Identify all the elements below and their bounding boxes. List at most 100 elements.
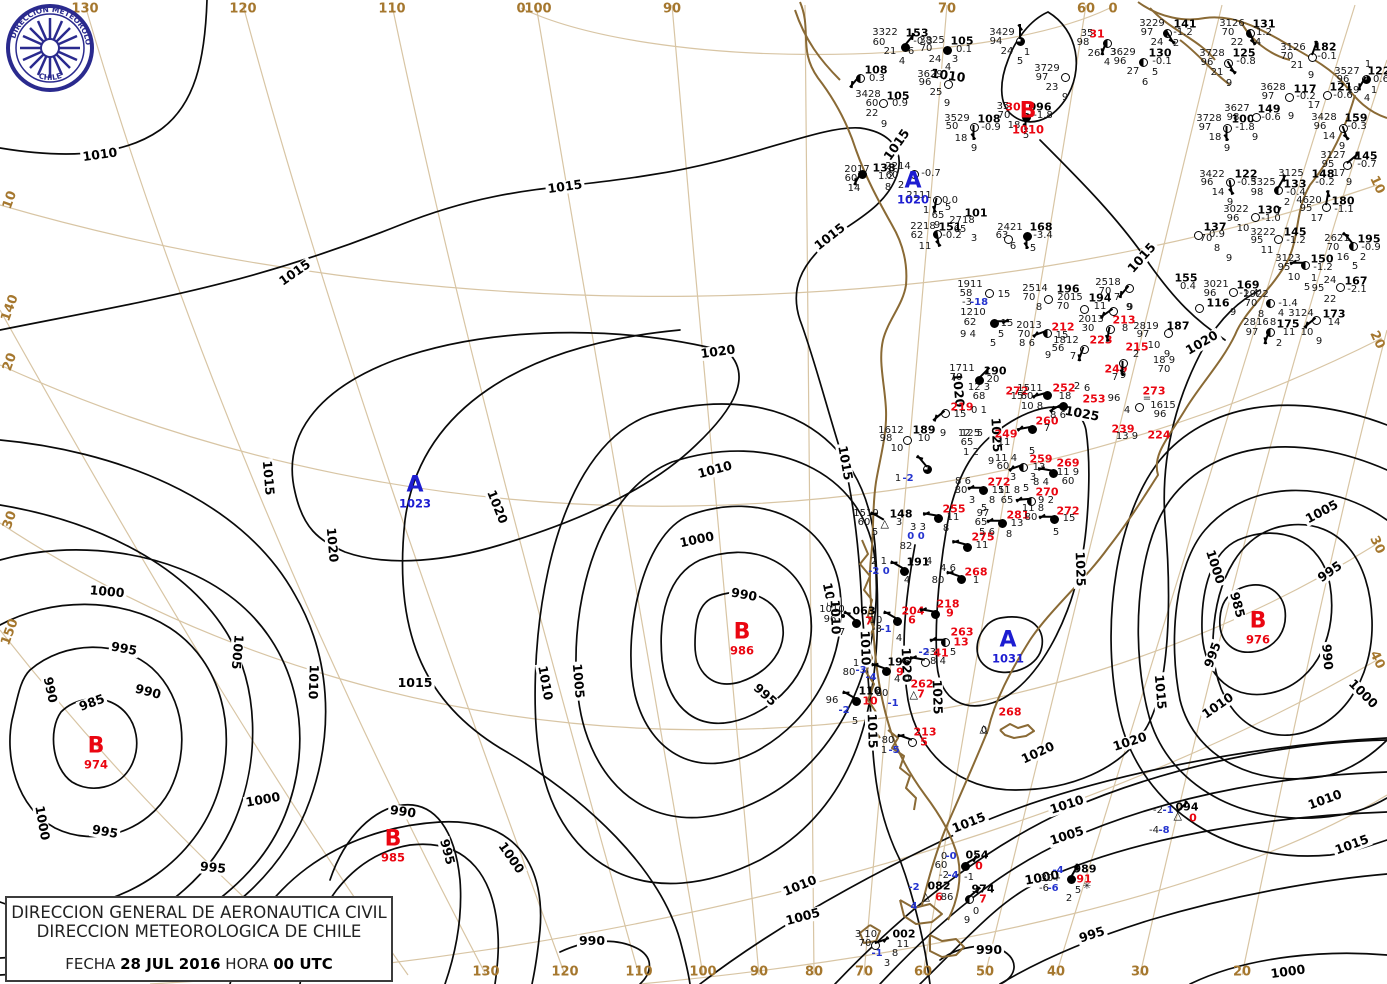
station-symbol-f [987,518,1007,528]
station-text: 22 [1323,294,1337,305]
station-text: 7 [1069,351,1077,362]
station-pressure: 173 [1322,307,1346,321]
station-text: -0.9 [1361,242,1381,253]
station-text: 6 [1083,383,1091,394]
station-pressure: 159 [1344,111,1368,125]
station-pressure: 105 [886,89,910,103]
station-text: 70 [949,372,963,383]
station-code-red: 212 [1051,320,1075,334]
station-text: 1210 [960,307,986,318]
station-text: 4 [944,62,952,73]
edge-label-bottom: 80 [804,964,824,980]
station-symbol-t: △ [870,511,890,529]
station-pressure: 974 [971,882,995,896]
station-text: 96 [1200,177,1214,188]
station-symbol-f [1066,863,1080,884]
station-text: 23 [1045,82,1059,93]
station-text: 3 [1109,47,1117,58]
station-symbol-o [1079,304,1089,314]
station-text: 9 [1126,302,1134,313]
station-symbol-f [946,571,966,584]
station-temp-blue: -4 [865,672,877,683]
station-text: -0.6 [1333,90,1353,101]
station-text: 0 [972,906,980,917]
station-text: 21 [1290,60,1304,71]
station-text: 0.0 [942,195,958,206]
station-text: 1 [972,575,980,586]
station-code-red: 7 [917,687,925,701]
station-text: 5 6 [979,527,995,538]
station-text: 2421 [997,222,1023,233]
station-text: 10 [917,433,931,444]
station-pressure: 182 [1313,40,1337,54]
station-text: 62 [910,230,924,241]
station-text: 11 8 [997,485,1021,496]
station-symbol-o [1250,212,1260,222]
station-pressure: 105 [950,34,974,48]
station-code-red: 215 [1125,340,1149,354]
pressure-center-value: 1023 [398,496,432,511]
station-code-red: 218 [936,597,960,611]
station-text: 3022 [1223,204,1249,215]
station-text: ✳ [1082,881,1092,892]
station-text: 2 [897,180,905,191]
edge-label-bottom: 50 [975,964,995,980]
station-text: 3629 [917,69,943,80]
station-text: -0.2 [1296,91,1316,102]
station-symbol-q [1021,112,1031,130]
station-text: 1510 [853,508,879,519]
station-text: 14 [1327,317,1341,328]
station-symbol-o [1335,282,1345,292]
station-text: 7 [1111,372,1119,383]
dmc-logo: DIRECCION METEOROLOGICA CHILE [4,2,94,92]
station-text: 0.3 [869,73,885,84]
edge-label-top: 90 [662,1,682,17]
pressure-center-value: 1020 [896,192,930,207]
station-text: 2 [1073,381,1081,392]
station-pressure: 096 [1028,100,1052,114]
station-symbol-o [984,288,994,298]
station-text: 9 [963,915,971,926]
station-symbol-o [1307,40,1318,62]
station-text: 3 [951,54,959,65]
station-text: -1.2 [1173,27,1193,38]
station-symbol-f [871,663,891,676]
station-symbol-f [989,318,1010,328]
station-text: 80 [875,688,889,699]
station-code-red: 7 [979,892,987,906]
station-text: 3629 [1110,47,1136,58]
station-text: 18 [1007,120,1021,131]
station-symbol-f [1022,231,1032,249]
station-text: 4 [1363,93,1371,104]
station-text: 95 [1311,283,1325,294]
station-text: 1 [880,745,888,756]
station-text: 96 [1313,121,1327,132]
station-symbol-o [1338,123,1349,141]
station-text: 1 2 [963,447,979,458]
station-text: 70 [1244,298,1258,309]
station-symbol-h [930,637,950,647]
station-code-red: 91 [1076,872,1092,886]
station-code-red: 239 [1111,422,1135,436]
station-code-red: 270 [1035,485,1059,499]
station-text: 97 [1140,27,1154,38]
station-symbol-h [1342,232,1358,251]
station-text: 96 [918,77,932,88]
station-text: 82 [899,541,913,552]
station-text: 97 [1035,72,1049,83]
station-temp-blue: -4 [1052,865,1064,876]
station-symbol-t: △ [979,721,988,735]
station-text: 2 [1132,349,1140,360]
station-text: 2621 [1324,233,1350,244]
station-text: 3729 [1034,63,1060,74]
station-pressure: 122 [1234,167,1258,181]
station-text: 16 [1336,252,1350,263]
station-text: -3 [872,624,882,635]
station-text: 8 6 [1019,338,1035,349]
station-text: 70 [1157,364,1171,375]
station-text: 97 [1198,122,1212,133]
station-text: 9 [1287,111,1295,122]
station-text: 70 [919,43,933,54]
station-code-red: 10 [862,694,878,708]
